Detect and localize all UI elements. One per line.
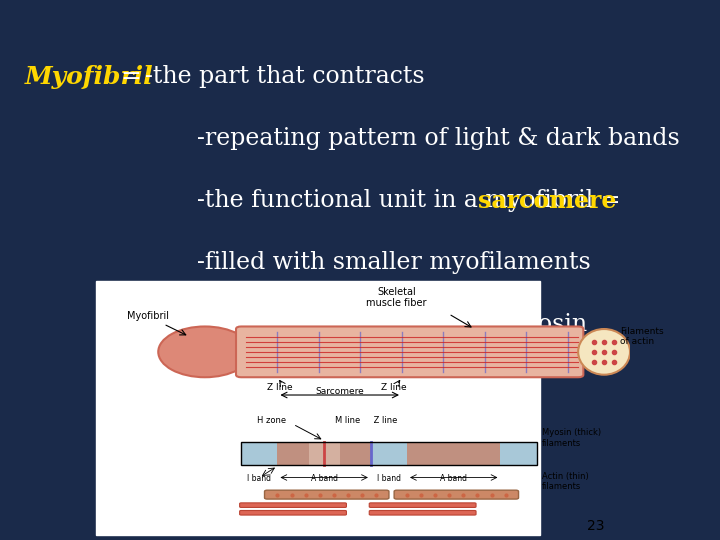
Text: Myofibril: Myofibril — [127, 311, 169, 321]
Text: Sarcomere: Sarcomere — [315, 387, 364, 396]
Bar — [96, 281, 539, 535]
Text: Skeletal
muscle fiber: Skeletal muscle fiber — [366, 287, 427, 308]
Bar — [241, 442, 536, 465]
Text: -the part that contracts: -the part that contracts — [145, 65, 425, 88]
Bar — [277, 442, 371, 465]
FancyBboxPatch shape — [240, 510, 346, 515]
Text: Z line: Z line — [267, 383, 293, 392]
FancyBboxPatch shape — [369, 503, 476, 508]
Text: -2 types of myofilaments =: -2 types of myofilaments = — [197, 313, 526, 336]
Ellipse shape — [158, 327, 251, 377]
Text: -filled with smaller myofilaments: -filled with smaller myofilaments — [197, 251, 591, 274]
Text: Filaments
of actin: Filaments of actin — [620, 327, 663, 346]
Text: Myofibril: Myofibril — [24, 65, 153, 89]
Text: I band: I band — [248, 474, 271, 483]
Text: sarcomere: sarcomere — [478, 189, 616, 213]
Text: =: = — [120, 65, 141, 88]
Text: Z line: Z line — [381, 383, 407, 392]
Bar — [309, 442, 340, 465]
Text: actin: actin — [432, 313, 491, 336]
Bar — [407, 442, 500, 465]
Ellipse shape — [578, 329, 630, 375]
Text: M line: M line — [335, 416, 360, 425]
FancyBboxPatch shape — [236, 327, 583, 377]
FancyBboxPatch shape — [394, 490, 518, 499]
Text: -repeating pattern of light & dark bands: -repeating pattern of light & dark bands — [197, 127, 680, 150]
Bar — [241, 442, 277, 465]
Text: A band: A band — [310, 474, 338, 483]
FancyBboxPatch shape — [369, 510, 476, 515]
Text: 23: 23 — [587, 518, 604, 532]
FancyBboxPatch shape — [240, 503, 346, 508]
Bar — [371, 442, 407, 465]
Text: A band: A band — [440, 474, 467, 483]
Text: &: & — [472, 313, 508, 336]
Text: H zone: H zone — [257, 416, 286, 425]
Text: I band: I band — [377, 474, 401, 483]
Text: Actin (thin)
filaments: Actin (thin) filaments — [542, 471, 589, 491]
Text: myosin: myosin — [503, 313, 588, 336]
FancyBboxPatch shape — [264, 490, 389, 499]
Text: Z line: Z line — [371, 416, 397, 425]
Text: -the functional unit in a myofibril =: -the functional unit in a myofibril = — [197, 189, 629, 212]
Bar — [500, 442, 536, 465]
Text: Myosin (thick)
filaments: Myosin (thick) filaments — [542, 428, 601, 448]
